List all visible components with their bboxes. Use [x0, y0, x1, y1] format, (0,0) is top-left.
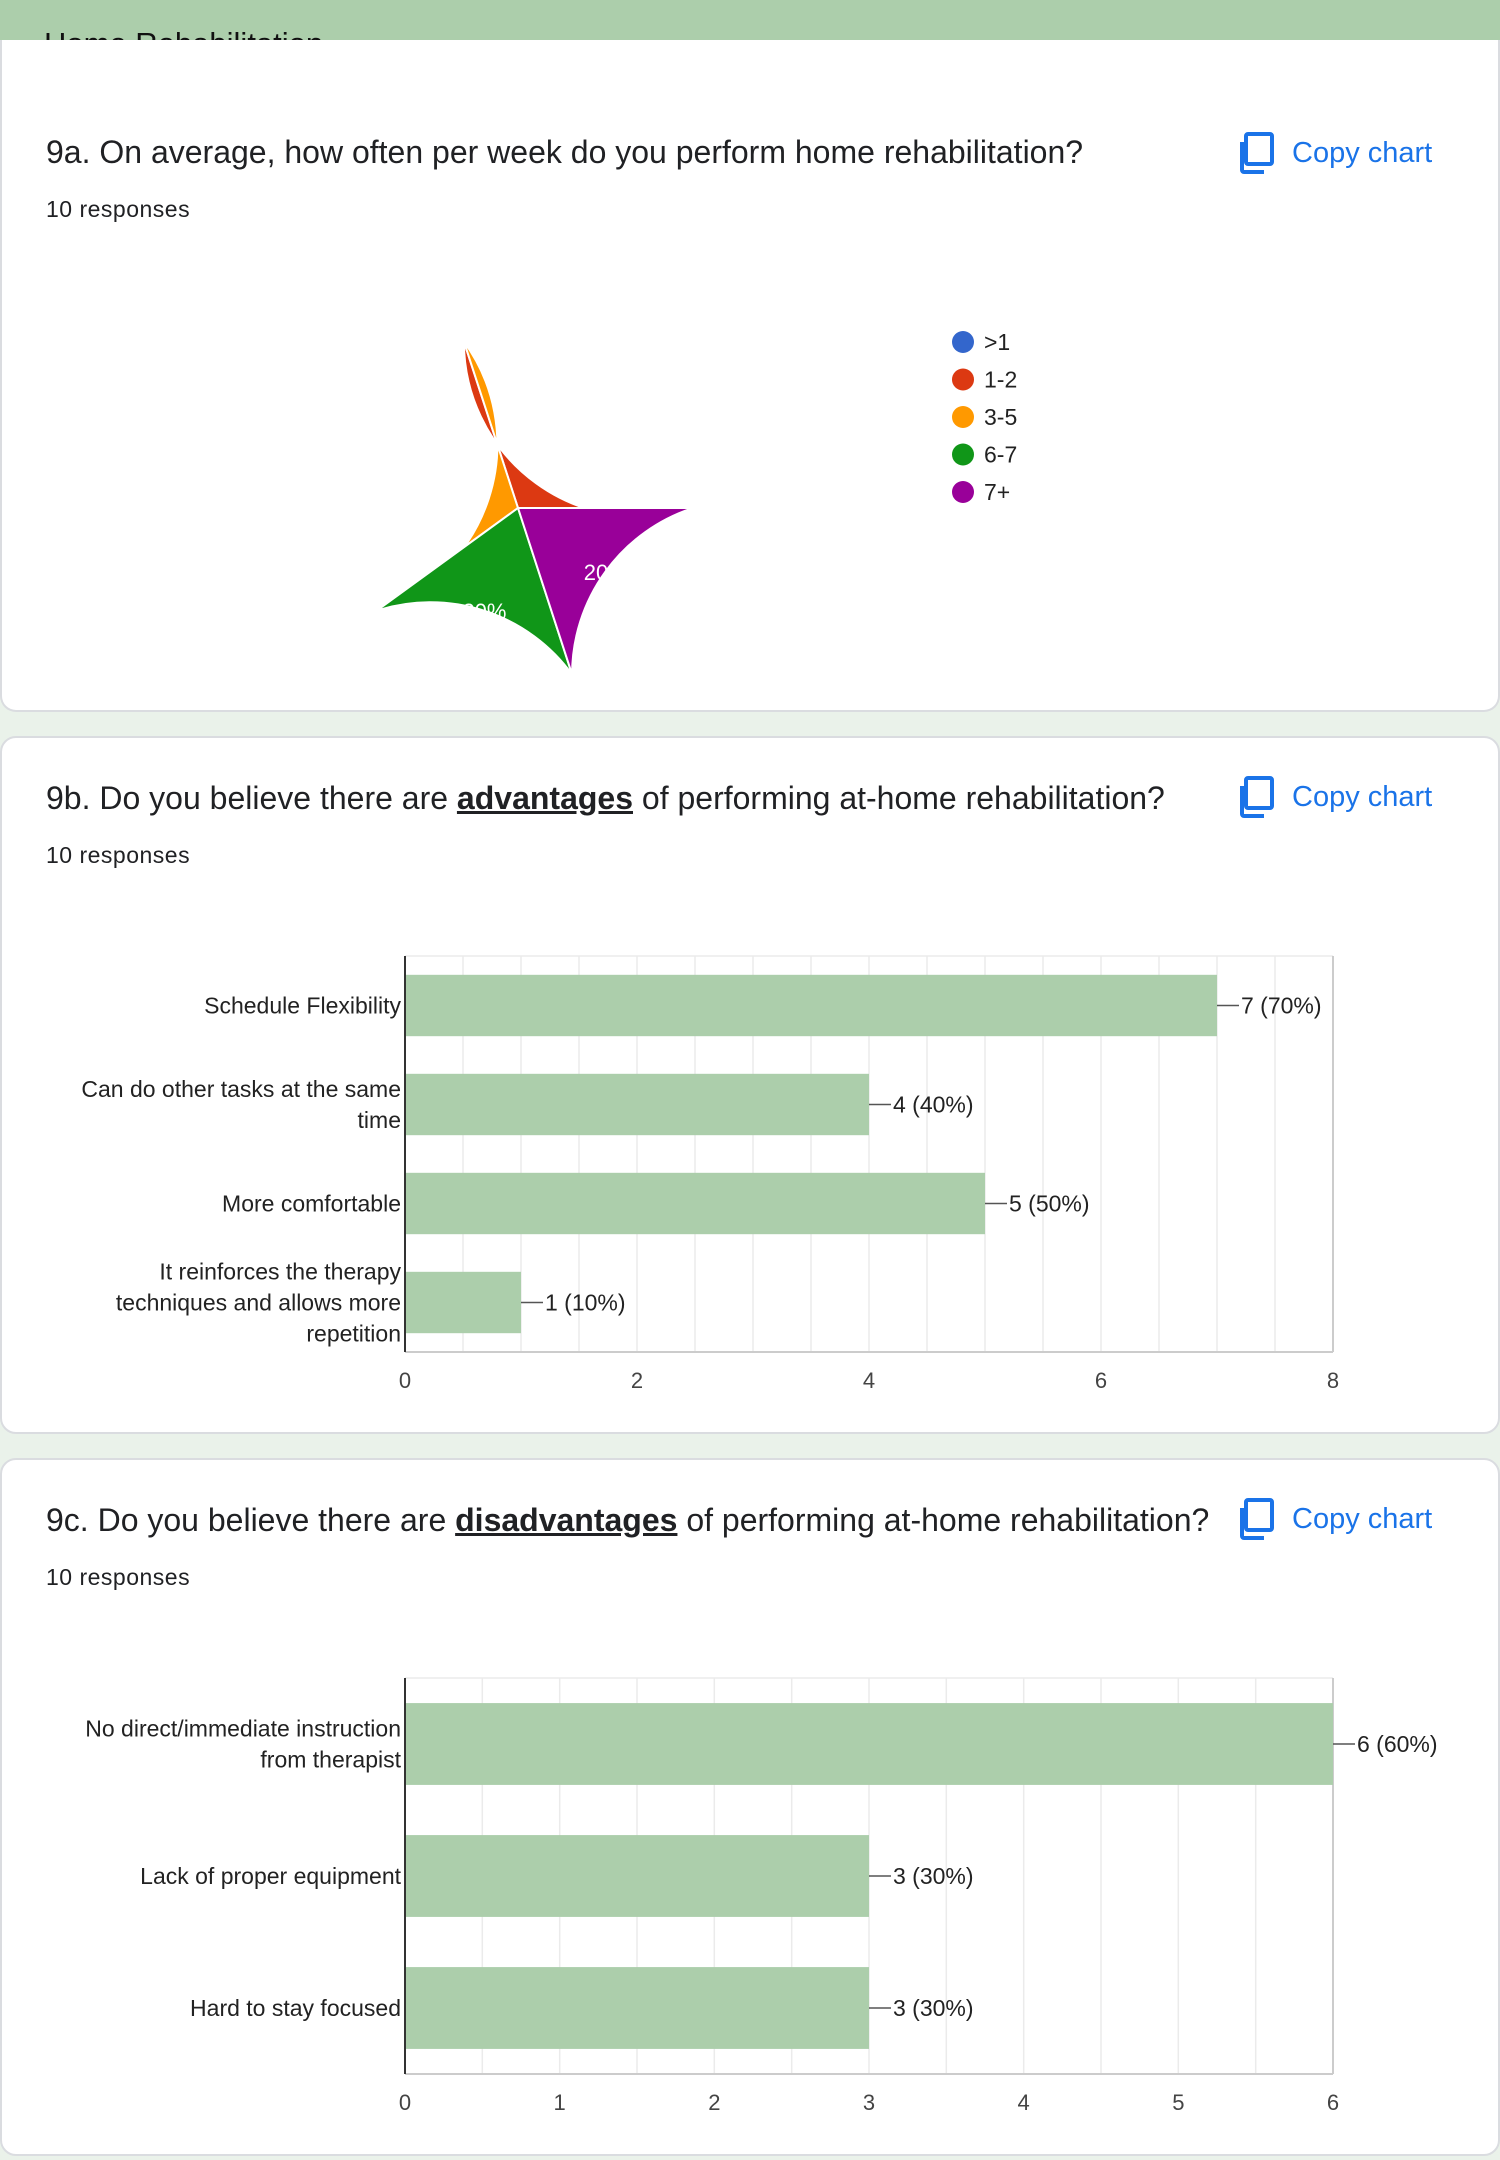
- tick-label: 0: [399, 1368, 411, 1393]
- pie-slice: [516, 507, 694, 675]
- question-title-prefix: 9b. Do you believe there are: [46, 780, 457, 816]
- tick-label: 0: [399, 2090, 411, 2115]
- response-count: 10 responses: [46, 196, 191, 222]
- response-count: 10 responses: [46, 1564, 191, 1590]
- tick-label: 2: [631, 1368, 643, 1393]
- legend-swatch: [952, 406, 974, 428]
- question-title: 9c. Do you believe there are disadvantag…: [46, 1502, 1209, 1539]
- copy-chart-button[interactable]: Copy chart: [1240, 132, 1432, 174]
- category-label: Lack of proper equipment: [140, 1863, 401, 1889]
- copy-chart-label: Copy chart: [1292, 136, 1433, 169]
- category-label: Schedule Flexibility: [204, 993, 401, 1019]
- question-title: 9b. Do you believe there are advantages …: [46, 780, 1165, 817]
- copy-chart-label: Copy chart: [1292, 1502, 1433, 1535]
- pie-slice: [375, 506, 574, 676]
- question-title: 9a. On average, how often per week do yo…: [46, 134, 1083, 171]
- pie-slice-label: 30%: [393, 462, 437, 487]
- copy-icon: [1240, 776, 1274, 818]
- bar: [405, 1271, 521, 1334]
- legend-label: 1-2: [984, 367, 1017, 393]
- tick-label: 4: [863, 1368, 875, 1393]
- tick-label: 2: [708, 2090, 720, 2115]
- advantages-bar-chart: 7 (70%) Schedule Flexibility 4 (40%) Can do…: [81, 955, 1339, 1393]
- question-title-emphasis: advantages: [456, 780, 633, 816]
- category-label: from therapist: [260, 1747, 401, 1773]
- bar: [405, 1703, 1333, 1785]
- bar: [405, 1967, 869, 2049]
- data-label: 7 (70%): [1241, 993, 1322, 1019]
- legend-label: 6-7: [984, 442, 1017, 468]
- category-label: time: [358, 1107, 401, 1133]
- question-title-suffix: of performing at-home rehabilitation?: [677, 1502, 1210, 1538]
- pie-slice-label: 30%: [560, 408, 604, 433]
- legend-swatch: [952, 443, 974, 466]
- tick-label: 5: [1172, 2090, 1184, 2115]
- question-card-9c: 9c. Do you believe there are disadvantag…: [0, 1458, 1500, 2156]
- question-title-prefix: 9c. Do you believe there are: [46, 1502, 456, 1538]
- tick-label: 6: [1095, 1368, 1107, 1393]
- legend-label: 3-5: [984, 404, 1017, 430]
- tick-label: 6: [1327, 2090, 1339, 2115]
- response-count: 10 responses: [46, 842, 191, 868]
- data-label: 6 (60%): [1357, 1731, 1438, 1757]
- category-label: More comfortable: [222, 1191, 401, 1217]
- data-label: 4 (40%): [893, 1092, 974, 1118]
- pie-chart: 30% 30% 20% 20% >1 1-2 3-5 6-7 7+: [375, 329, 1017, 676]
- question-title-text: 9a. On average, how often per week do yo…: [46, 134, 1084, 170]
- legend-label: >1: [984, 329, 1010, 355]
- copy-icon: [1240, 132, 1274, 174]
- data-label: 1 (10%): [545, 1290, 626, 1316]
- pie-slice-label: 20%: [584, 560, 628, 585]
- copy-chart-button[interactable]: Copy chart: [1240, 776, 1432, 818]
- legend-swatch: [952, 481, 974, 503]
- data-label: 3 (30%): [893, 1995, 974, 2021]
- tick-label: 8: [1327, 1368, 1339, 1393]
- legend-swatch: [952, 368, 974, 391]
- disadvantages-bar-chart: 6 (60%) No direct/immediate instruction fr…: [85, 1677, 1438, 2115]
- data-label: 5 (50%): [1009, 1191, 1090, 1217]
- question-title-suffix: of performing at-home rehabilitation?: [633, 780, 1165, 816]
- bar: [405, 974, 1217, 1037]
- question-title-emphasis: disadvantages: [455, 1502, 678, 1538]
- tick-label: 4: [1018, 2090, 1030, 2115]
- pie-slice-label: 20%: [462, 599, 506, 624]
- category-label: techniques and allows more: [116, 1290, 401, 1316]
- question-card-9a: 9a. On average, how often per week do yo…: [0, 40, 1500, 712]
- bar: [405, 1073, 869, 1136]
- bar: [405, 1172, 985, 1235]
- category-label: It reinforces the therapy: [159, 1259, 401, 1285]
- category-label: repetition: [306, 1321, 401, 1347]
- copy-chart-button[interactable]: Copy chart: [1240, 1498, 1432, 1540]
- bar: [405, 1835, 869, 1917]
- legend-label: 7+: [984, 479, 1010, 505]
- question-card-9b: 9b. Do you believe there are advantages …: [0, 736, 1500, 1434]
- tick-label: 1: [554, 2090, 566, 2115]
- category-label: No direct/immediate instruction: [85, 1716, 401, 1742]
- data-label: 3 (30%): [893, 1863, 974, 1889]
- tick-label: 3: [863, 2090, 875, 2115]
- copy-chart-label: Copy chart: [1292, 780, 1433, 813]
- category-label: Hard to stay focused: [190, 1995, 401, 2021]
- category-label: Can do other tasks at the same: [81, 1076, 401, 1102]
- legend-swatch: [952, 331, 974, 353]
- copy-icon: [1240, 1498, 1274, 1540]
